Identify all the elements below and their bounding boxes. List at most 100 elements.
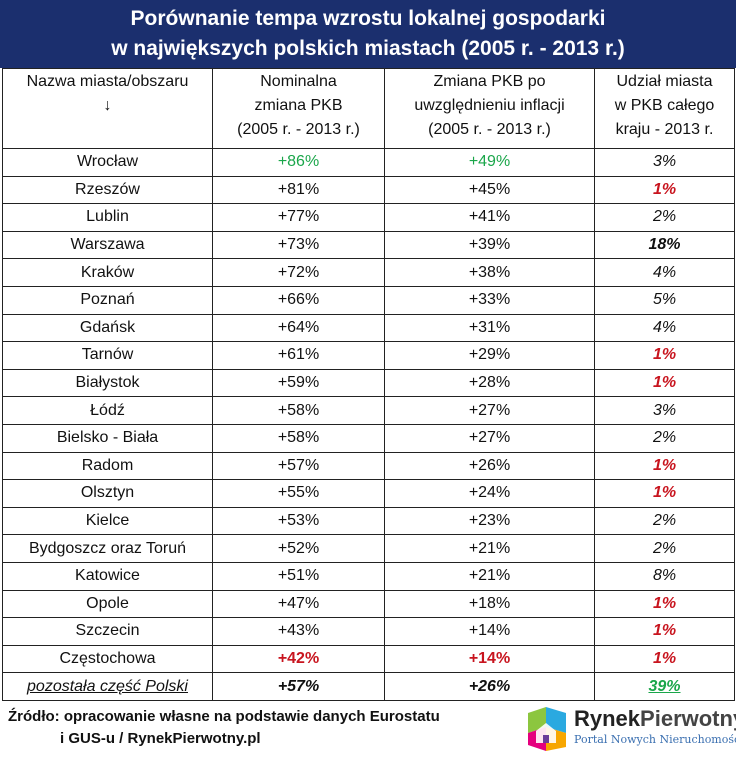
source-line-2: i GUS-u / RynekPierwotny.pl bbox=[60, 730, 261, 747]
share-cell: 1% bbox=[594, 479, 735, 508]
nominal-cell: +43% bbox=[212, 617, 385, 646]
table-row: Łódź +58% +27% 3% bbox=[2, 396, 735, 425]
real-cell: +38% bbox=[384, 258, 595, 287]
real-cell: +21% bbox=[384, 534, 595, 563]
total-nominal-cell: +57% bbox=[212, 672, 385, 701]
real-cell: +28% bbox=[384, 368, 595, 398]
share-cell: 4% bbox=[594, 258, 735, 287]
real-cell: +29% bbox=[384, 341, 595, 370]
nominal-cell: +86% bbox=[212, 148, 385, 177]
share-cell: 3% bbox=[594, 148, 735, 177]
nominal-cell: +51% bbox=[212, 561, 385, 591]
table-row: Tarnów +61% +29% 1% bbox=[2, 341, 735, 370]
share-cell: 8% bbox=[594, 561, 735, 591]
city-cell: Bielsko - Biała bbox=[2, 423, 213, 453]
real-cell: +24% bbox=[384, 479, 595, 508]
table-row: Bydgoszcz oraz Toruń +52% +21% 2% bbox=[2, 534, 735, 563]
city-cell: Wrocław bbox=[2, 148, 213, 177]
city-cell: Częstochowa bbox=[2, 644, 213, 674]
share-cell: 1% bbox=[594, 341, 735, 370]
header-nominal: Nominalna zmiana PKB (2005 r. - 2013 r.) bbox=[212, 68, 385, 149]
header-real: Zmiana PKB po uwzględnieniu inflacji (20… bbox=[384, 68, 595, 149]
share-cell: 5% bbox=[594, 285, 735, 315]
header-row: Nazwa miasta/obszaru ↓ Nominalna zmiana … bbox=[2, 68, 735, 149]
nominal-cell: +81% bbox=[212, 175, 385, 205]
share-cell: 4% bbox=[594, 313, 735, 343]
city-cell: Bydgoszcz oraz Toruń bbox=[2, 534, 213, 563]
source-note: Źródło: opracowanie własne na podstawie … bbox=[8, 706, 440, 750]
nominal-cell: +57% bbox=[212, 451, 385, 481]
nominal-cell: +55% bbox=[212, 479, 385, 508]
share-cell: 2% bbox=[594, 423, 735, 453]
real-cell: +49% bbox=[384, 148, 595, 177]
gdp-table: Nazwa miasta/obszaru ↓ Nominalna zmiana … bbox=[2, 68, 735, 701]
real-cell: +26% bbox=[384, 451, 595, 481]
table-row: Opole +47% +18% 1% bbox=[2, 589, 735, 619]
real-cell: +27% bbox=[384, 396, 595, 425]
city-cell: Łódź bbox=[2, 396, 213, 425]
city-cell: Szczecin bbox=[2, 617, 213, 646]
table-row: Rzeszów +81% +45% 1% bbox=[2, 175, 735, 205]
nominal-cell: +52% bbox=[212, 534, 385, 563]
table-row: Kraków +72% +38% 4% bbox=[2, 258, 735, 287]
total-share-cell: 39% bbox=[594, 672, 735, 701]
header-city: Nazwa miasta/obszaru ↓ bbox=[2, 68, 213, 149]
down-arrow-icon: ↓ bbox=[103, 97, 112, 114]
share-cell: 1% bbox=[594, 617, 735, 646]
title-line-1: Porównanie tempa wzrostu lokalnej gospod… bbox=[130, 7, 606, 30]
nominal-cell: +58% bbox=[212, 396, 385, 425]
share-cell: 1% bbox=[594, 368, 735, 398]
table-row: Szczecin +43% +14% 1% bbox=[2, 617, 735, 646]
total-row: pozostała część Polski +57% +26% 39% bbox=[2, 672, 735, 701]
city-cell: Warszawa bbox=[2, 230, 213, 260]
real-cell: +45% bbox=[384, 175, 595, 205]
table-row: Białystok +59% +28% 1% bbox=[2, 368, 735, 398]
share-cell: 1% bbox=[594, 589, 735, 619]
city-cell: Kielce bbox=[2, 506, 213, 536]
share-cell: 1% bbox=[594, 451, 735, 481]
table-row: Częstochowa +42% +14% 1% bbox=[2, 644, 735, 674]
nominal-cell: +73% bbox=[212, 230, 385, 260]
share-cell: 3% bbox=[594, 396, 735, 425]
table-title: Porównanie tempa wzrostu lokalnej gospod… bbox=[0, 0, 736, 68]
real-cell: +33% bbox=[384, 285, 595, 315]
nominal-cell: +42% bbox=[212, 644, 385, 674]
nominal-cell: +47% bbox=[212, 589, 385, 619]
table-row: Kielce +53% +23% 2% bbox=[2, 506, 735, 536]
city-cell: Tarnów bbox=[2, 341, 213, 370]
real-cell: +14% bbox=[384, 617, 595, 646]
source-line-1: Źródło: opracowanie własne na podstawie … bbox=[8, 708, 440, 725]
city-cell: Katowice bbox=[2, 561, 213, 591]
real-cell: +31% bbox=[384, 313, 595, 343]
table-row: Lublin +77% +41% 2% bbox=[2, 203, 735, 232]
real-cell: +39% bbox=[384, 230, 595, 260]
city-cell: Olsztyn bbox=[2, 479, 213, 508]
city-cell: Gdańsk bbox=[2, 313, 213, 343]
logo-tagline: Portal Nowych Nieruchomości bbox=[574, 733, 736, 746]
logo-name: RynekPierwotny bbox=[574, 706, 736, 731]
header-share: Udział miasta w PKB całego kraju - 2013 … bbox=[594, 68, 735, 149]
city-cell: Rzeszów bbox=[2, 175, 213, 205]
nominal-cell: +61% bbox=[212, 341, 385, 370]
table-row: Bielsko - Biała +58% +27% 2% bbox=[2, 423, 735, 453]
share-cell: 1% bbox=[594, 175, 735, 205]
share-cell: 2% bbox=[594, 203, 735, 232]
real-cell: +23% bbox=[384, 506, 595, 536]
table-row: Katowice +51% +21% 8% bbox=[2, 561, 735, 591]
nominal-cell: +53% bbox=[212, 506, 385, 536]
share-cell: 2% bbox=[594, 506, 735, 536]
city-cell: Poznań bbox=[2, 285, 213, 315]
city-cell: Kraków bbox=[2, 258, 213, 287]
title-line-2: w największych polskich miastach (2005 r… bbox=[111, 37, 625, 60]
table-body: Wrocław +86% +49% 3% Rzeszów +81% +45% 1% Lublin… bbox=[2, 148, 735, 674]
table-row: Radom +57% +26% 1% bbox=[2, 451, 735, 481]
table-row: Wrocław +86% +49% 3% bbox=[2, 148, 735, 177]
city-cell: Białystok bbox=[2, 368, 213, 398]
city-cell: Radom bbox=[2, 451, 213, 481]
house-cube-icon bbox=[528, 707, 566, 751]
total-city-cell: pozostała część Polski bbox=[2, 672, 213, 701]
rynekpierwotny-logo: RynekPierwotny Portal Nowych Nieruchomoś… bbox=[524, 705, 736, 757]
nominal-cell: +58% bbox=[212, 423, 385, 453]
real-cell: +21% bbox=[384, 561, 595, 591]
real-cell: +41% bbox=[384, 203, 595, 232]
